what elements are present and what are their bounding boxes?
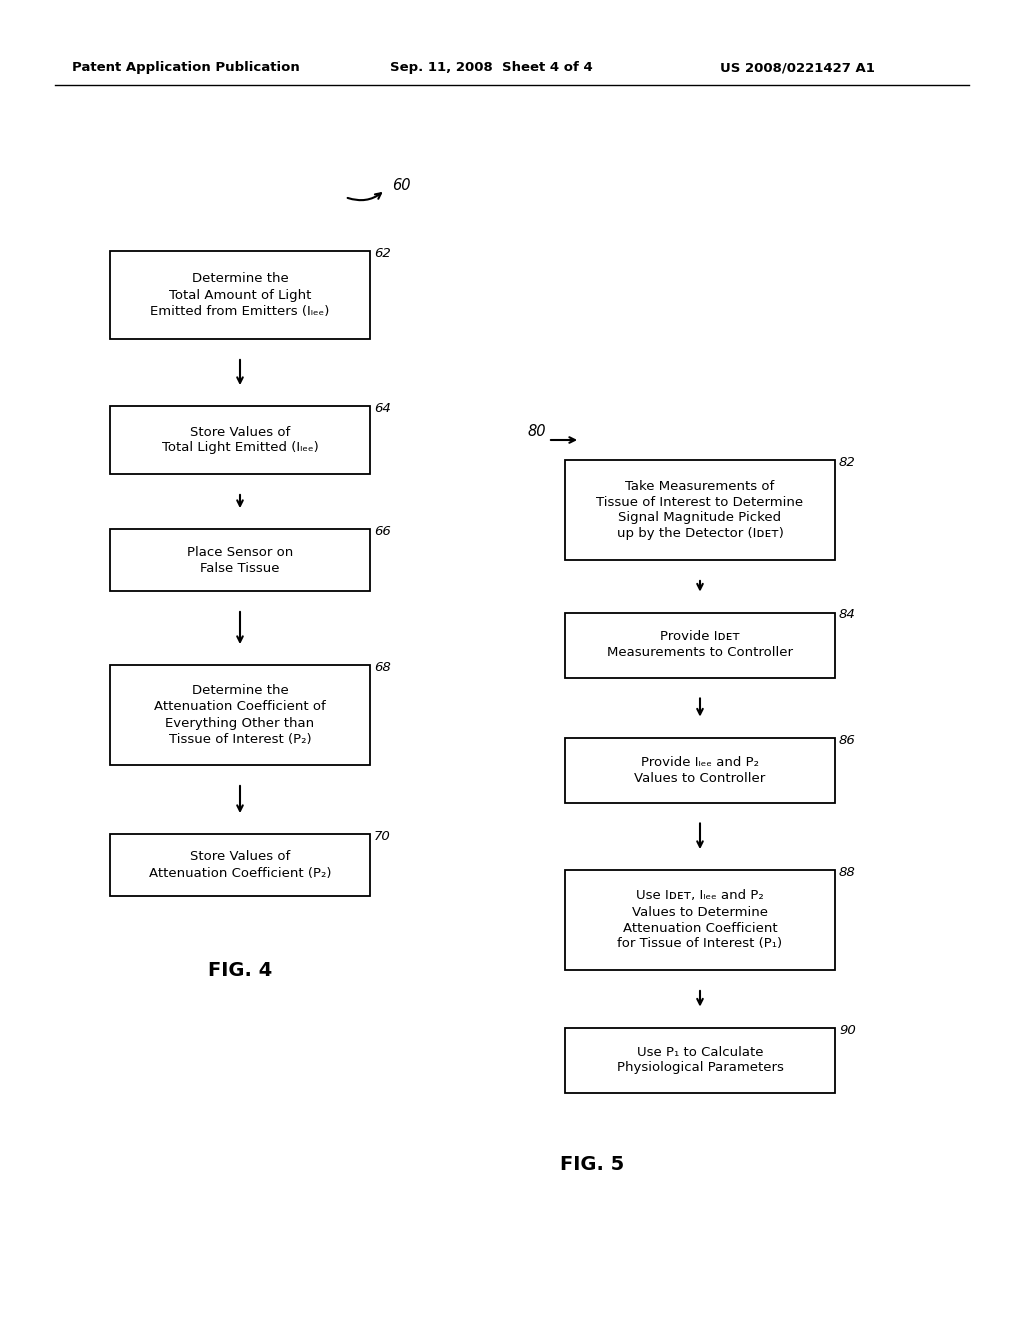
Bar — [565, 1027, 835, 1093]
Text: 62: 62 — [374, 247, 391, 260]
Text: Patent Application Publication: Patent Application Publication — [72, 62, 300, 74]
Bar — [565, 612, 835, 677]
Text: 82: 82 — [839, 455, 856, 469]
Bar — [565, 870, 835, 970]
Bar — [110, 529, 370, 591]
Text: 90: 90 — [839, 1023, 856, 1036]
Text: Provide Iᴅᴇᴛ
Measurements to Controller: Provide Iᴅᴇᴛ Measurements to Controller — [607, 631, 793, 660]
Text: Determine the
Attenuation Coefficient of
Everything Other than
Tissue of Interes: Determine the Attenuation Coefficient of… — [155, 685, 326, 746]
Text: 86: 86 — [839, 734, 856, 747]
Text: Determine the
Total Amount of Light
Emitted from Emitters (Iₗₑₑ): Determine the Total Amount of Light Emit… — [151, 272, 330, 318]
Bar — [110, 251, 370, 339]
Text: Use Iᴅᴇᴛ, Iₗₑₑ and P₂
Values to Determine
Attenuation Coefficient
for Tissue of : Use Iᴅᴇᴛ, Iₗₑₑ and P₂ Values to Determin… — [617, 890, 782, 950]
Text: 88: 88 — [839, 866, 856, 879]
Text: Take Measurements of
Tissue of Interest to Determine
Signal Magnitude Picked
up : Take Measurements of Tissue of Interest … — [596, 479, 804, 540]
Text: 84: 84 — [839, 609, 856, 622]
Text: 80: 80 — [528, 425, 547, 440]
Text: 60: 60 — [392, 178, 411, 194]
Text: FIG. 4: FIG. 4 — [208, 961, 272, 979]
Bar — [565, 738, 835, 803]
Text: Use P₁ to Calculate
Physiological Parameters: Use P₁ to Calculate Physiological Parame… — [616, 1045, 783, 1074]
Bar — [565, 459, 835, 560]
Bar — [110, 407, 370, 474]
Text: Store Values of
Attenuation Coefficient (P₂): Store Values of Attenuation Coefficient … — [148, 850, 331, 879]
Text: FIG. 5: FIG. 5 — [560, 1155, 625, 1175]
Text: 68: 68 — [374, 661, 391, 675]
Text: 66: 66 — [374, 525, 391, 539]
Text: Place Sensor on
False Tissue: Place Sensor on False Tissue — [186, 545, 293, 574]
Text: Store Values of
Total Light Emitted (Iₗₑₑ): Store Values of Total Light Emitted (Iₗₑ… — [162, 425, 318, 454]
Text: 64: 64 — [374, 403, 391, 414]
Bar — [110, 665, 370, 766]
Bar — [110, 834, 370, 896]
Text: US 2008/0221427 A1: US 2008/0221427 A1 — [720, 62, 874, 74]
Text: Sep. 11, 2008  Sheet 4 of 4: Sep. 11, 2008 Sheet 4 of 4 — [390, 62, 593, 74]
Text: 70: 70 — [374, 830, 391, 843]
Text: Provide Iₗₑₑ and P₂
Values to Controller: Provide Iₗₑₑ and P₂ Values to Controller — [635, 755, 766, 784]
